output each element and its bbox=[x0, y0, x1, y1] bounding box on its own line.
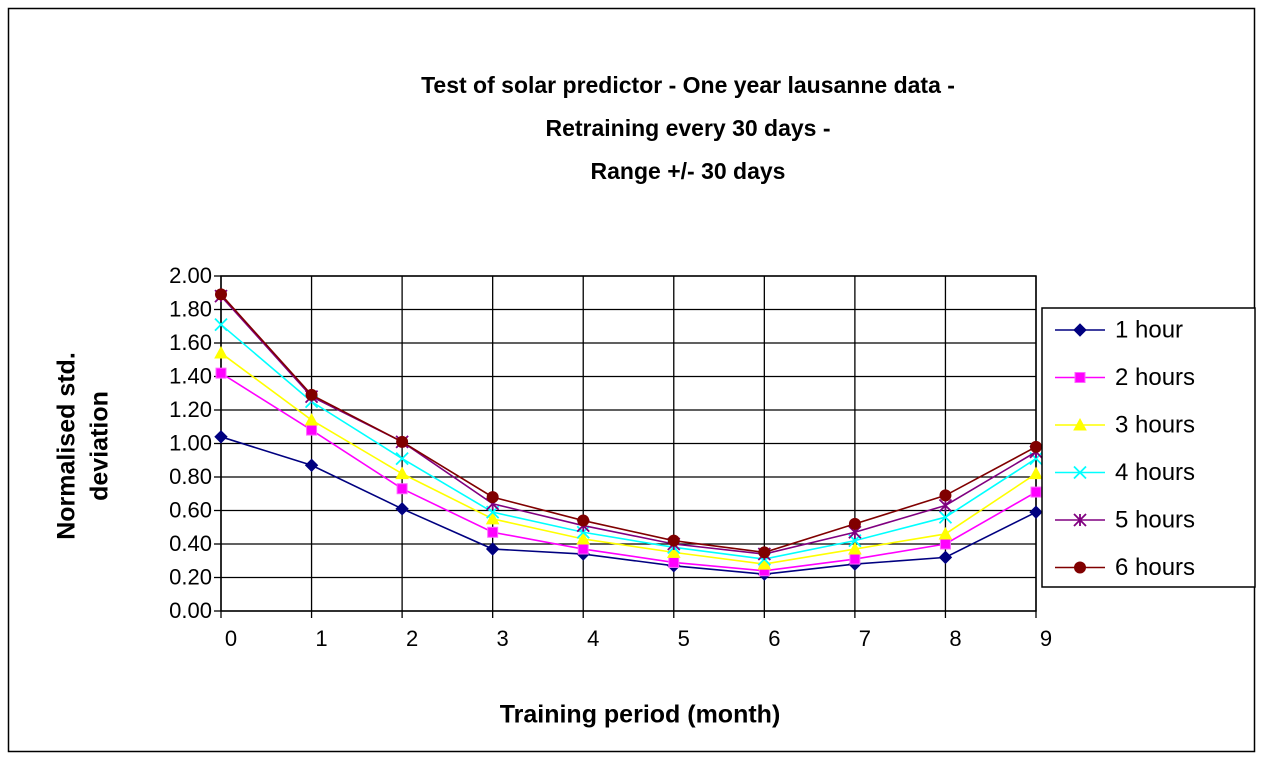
marker bbox=[666, 545, 681, 558]
marker bbox=[576, 531, 591, 545]
y-tick-label: 0.20 bbox=[169, 564, 212, 589]
legend-item: 1 hour bbox=[1055, 316, 1183, 343]
marker bbox=[214, 430, 228, 444]
marker bbox=[215, 288, 227, 301]
marker bbox=[938, 526, 953, 540]
legend-item: 3 hours bbox=[1055, 411, 1195, 438]
marker bbox=[395, 502, 409, 516]
series bbox=[215, 367, 1042, 577]
y-tick-label: 1.00 bbox=[169, 430, 212, 455]
marker bbox=[1029, 466, 1043, 480]
y-axis-label: deviation bbox=[86, 391, 114, 501]
x-tick-label: 0 bbox=[225, 626, 237, 651]
marker bbox=[214, 317, 228, 332]
marker bbox=[215, 367, 227, 379]
legend-label: 2 hours bbox=[1115, 364, 1195, 391]
x-axis-label: Training period (month) bbox=[500, 701, 781, 729]
chart-title: Range +/- 30 days bbox=[591, 158, 786, 184]
marker bbox=[485, 542, 500, 556]
x-tick-label: 2 bbox=[406, 626, 418, 651]
legend-label: 6 hours bbox=[1115, 554, 1195, 581]
x-tick-label: 8 bbox=[949, 626, 961, 651]
marker bbox=[1073, 417, 1087, 431]
legend-label: 1 hour bbox=[1115, 316, 1183, 343]
marker bbox=[938, 550, 953, 565]
series bbox=[215, 288, 1042, 559]
marker bbox=[1030, 486, 1042, 498]
marker bbox=[1074, 561, 1086, 574]
y-tick-label: 0.40 bbox=[169, 531, 212, 556]
series-line bbox=[220, 323, 1037, 560]
legend-label: 3 hours bbox=[1115, 411, 1195, 438]
marker bbox=[304, 413, 319, 426]
marker bbox=[939, 489, 952, 502]
x-tick-label: 3 bbox=[497, 626, 509, 651]
legend-label: 4 hours bbox=[1115, 459, 1195, 486]
y-tick-label: 1.80 bbox=[169, 296, 212, 321]
chart-title: Test of solar predictor - One year lausa… bbox=[421, 72, 955, 98]
marker bbox=[305, 388, 318, 401]
marker bbox=[667, 534, 680, 547]
marker bbox=[757, 557, 772, 570]
marker bbox=[396, 483, 408, 495]
legend-label: 5 hours bbox=[1115, 506, 1195, 533]
y-tick-label: 0.60 bbox=[169, 497, 212, 522]
marker bbox=[395, 451, 409, 466]
chart-title: Retraining every 30 days - bbox=[545, 115, 830, 141]
marker bbox=[758, 546, 771, 559]
x-tick-label: 9 bbox=[1040, 626, 1052, 651]
x-tick-label: 1 bbox=[315, 626, 327, 651]
series-line bbox=[220, 372, 1037, 572]
marker bbox=[938, 510, 953, 524]
marker bbox=[487, 526, 499, 538]
marker bbox=[848, 517, 861, 530]
marker bbox=[938, 498, 953, 513]
marker bbox=[849, 553, 861, 565]
y-axis-label: Normalised std. bbox=[53, 352, 81, 540]
marker bbox=[939, 538, 951, 550]
marker bbox=[577, 543, 589, 555]
legend-item: 2 hours bbox=[1055, 364, 1195, 391]
x-tick-label: 5 bbox=[678, 626, 690, 651]
y-tick-label: 0.00 bbox=[169, 598, 212, 623]
legend-item: 5 hours bbox=[1055, 506, 1195, 533]
marker bbox=[1073, 513, 1087, 527]
legend-item: 6 hours bbox=[1055, 554, 1195, 581]
y-tick-label: 0.80 bbox=[169, 464, 212, 489]
marker bbox=[485, 511, 500, 525]
marker bbox=[486, 491, 499, 504]
marker bbox=[396, 435, 409, 448]
marker bbox=[1074, 372, 1086, 383]
marker bbox=[304, 458, 319, 472]
marker bbox=[1073, 323, 1087, 337]
marker bbox=[1029, 505, 1043, 519]
marker bbox=[1030, 440, 1042, 453]
series bbox=[214, 346, 1043, 570]
marker bbox=[395, 466, 409, 480]
marker bbox=[577, 514, 590, 527]
series-line bbox=[220, 436, 1037, 575]
marker bbox=[668, 556, 680, 568]
legend-item: 4 hours bbox=[1055, 459, 1195, 486]
series-line bbox=[220, 352, 1037, 565]
y-tick-label: 1.20 bbox=[169, 397, 212, 422]
series bbox=[214, 317, 1043, 566]
marker bbox=[306, 424, 318, 436]
y-tick-label: 2.00 bbox=[169, 263, 212, 288]
marker bbox=[848, 541, 862, 555]
y-tick-label: 1.40 bbox=[169, 363, 212, 388]
marker bbox=[214, 346, 228, 359]
x-tick-label: 6 bbox=[768, 626, 780, 651]
x-tick-label: 4 bbox=[587, 626, 599, 651]
y-tick-label: 1.60 bbox=[169, 330, 212, 355]
marker bbox=[576, 525, 590, 539]
marker bbox=[1073, 465, 1087, 480]
x-tick-label: 7 bbox=[859, 626, 871, 651]
legend-box bbox=[1041, 307, 1256, 588]
series-line bbox=[220, 293, 1037, 554]
